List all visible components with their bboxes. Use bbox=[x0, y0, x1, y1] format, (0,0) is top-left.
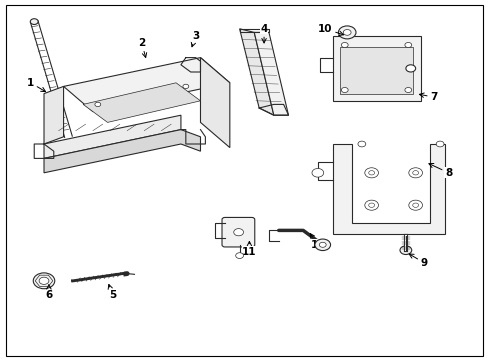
Circle shape bbox=[404, 87, 411, 93]
Circle shape bbox=[341, 87, 347, 93]
Circle shape bbox=[412, 171, 418, 175]
Circle shape bbox=[30, 19, 38, 24]
Text: 10: 10 bbox=[317, 24, 343, 36]
Circle shape bbox=[235, 253, 243, 258]
Text: 12: 12 bbox=[309, 234, 325, 250]
Circle shape bbox=[95, 102, 101, 107]
Text: 6: 6 bbox=[45, 285, 52, 300]
Circle shape bbox=[364, 168, 378, 178]
Text: 1: 1 bbox=[27, 78, 45, 92]
Polygon shape bbox=[239, 29, 273, 115]
Bar bbox=[332, 36, 420, 101]
Circle shape bbox=[404, 42, 411, 48]
Circle shape bbox=[311, 168, 323, 177]
Circle shape bbox=[368, 203, 374, 207]
Circle shape bbox=[319, 242, 325, 247]
Text: 9: 9 bbox=[408, 254, 427, 268]
Polygon shape bbox=[332, 144, 444, 234]
Text: 3: 3 bbox=[191, 31, 199, 47]
Polygon shape bbox=[44, 130, 200, 173]
Polygon shape bbox=[44, 115, 181, 158]
Circle shape bbox=[341, 42, 347, 48]
Circle shape bbox=[405, 65, 415, 72]
Bar bbox=[339, 47, 412, 94]
Circle shape bbox=[364, 200, 378, 210]
Polygon shape bbox=[83, 83, 200, 122]
Circle shape bbox=[39, 277, 49, 284]
Circle shape bbox=[435, 141, 443, 147]
Circle shape bbox=[399, 246, 411, 255]
Circle shape bbox=[33, 273, 55, 289]
Circle shape bbox=[408, 200, 422, 210]
Circle shape bbox=[408, 168, 422, 178]
Circle shape bbox=[343, 30, 350, 35]
Circle shape bbox=[314, 239, 330, 251]
Polygon shape bbox=[200, 58, 229, 148]
Polygon shape bbox=[254, 32, 288, 115]
Circle shape bbox=[233, 229, 243, 236]
Text: 11: 11 bbox=[242, 242, 256, 257]
Circle shape bbox=[183, 84, 188, 89]
Text: 8: 8 bbox=[428, 163, 451, 178]
Polygon shape bbox=[63, 58, 229, 112]
Circle shape bbox=[412, 203, 418, 207]
Polygon shape bbox=[44, 86, 63, 144]
Circle shape bbox=[338, 26, 355, 39]
FancyBboxPatch shape bbox=[222, 217, 254, 247]
Circle shape bbox=[357, 141, 365, 147]
Text: 7: 7 bbox=[419, 92, 437, 102]
Text: 5: 5 bbox=[108, 284, 116, 300]
Text: 2: 2 bbox=[138, 38, 146, 58]
Text: 4: 4 bbox=[260, 24, 267, 43]
Circle shape bbox=[368, 171, 374, 175]
